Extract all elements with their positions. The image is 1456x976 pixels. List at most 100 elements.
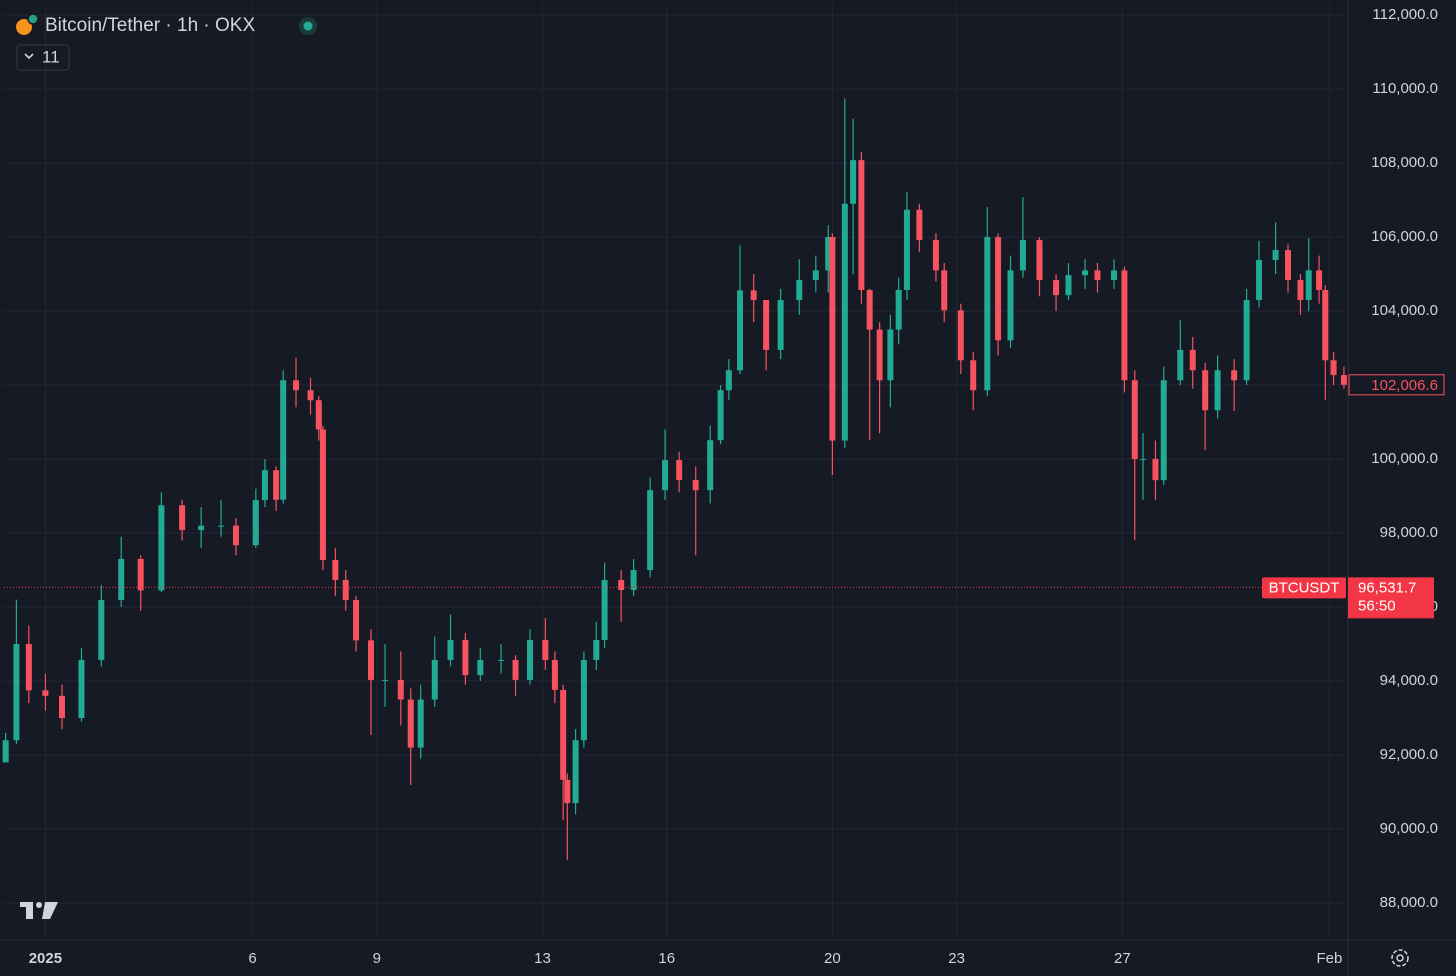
- candle-body: [1202, 370, 1209, 411]
- candle-body: [280, 380, 287, 500]
- x-tick-label: 13: [534, 950, 551, 967]
- candle-body: [725, 370, 732, 391]
- candle-body: [25, 644, 32, 691]
- candle-body: [572, 740, 579, 804]
- candle-body: [1322, 289, 1329, 361]
- x-tick-label: 9: [373, 950, 381, 967]
- chevron-icon: [24, 53, 34, 60]
- candle-body: [564, 779, 571, 804]
- candle-body: [342, 580, 349, 601]
- candle-body: [866, 289, 873, 330]
- candle-body: [1272, 250, 1279, 261]
- candle-body: [1007, 270, 1014, 341]
- candle-body: [750, 290, 757, 300]
- price-marker-box: [1348, 374, 1445, 396]
- candle-body: [777, 299, 784, 350]
- candle-body: [676, 460, 683, 481]
- candle-body: [932, 240, 939, 271]
- symbol-tag: [1262, 577, 1346, 599]
- candle-body: [1019, 240, 1026, 271]
- candle-body: [477, 659, 484, 676]
- candle-body: [618, 580, 625, 591]
- candle-body: [1231, 370, 1238, 381]
- candle-body: [447, 639, 454, 660]
- candle-body: [662, 460, 669, 491]
- settings-button[interactable]: [1391, 949, 1409, 967]
- candle-body: [232, 525, 239, 546]
- candle-body: [601, 580, 608, 640]
- y-tick-label: 88,000.0: [1380, 894, 1438, 911]
- candle-body: [796, 279, 803, 300]
- candle-body: [895, 289, 902, 330]
- candle-body: [916, 209, 923, 241]
- candle-body: [319, 429, 326, 561]
- candle-body: [1082, 270, 1089, 276]
- x-tick-label: 27: [1114, 950, 1131, 967]
- x-tick-label: 6: [248, 950, 256, 967]
- candle-body: [1053, 279, 1060, 296]
- candle-body: [315, 400, 322, 430]
- candle-body: [825, 237, 832, 271]
- candle-body: [1036, 240, 1043, 280]
- candle-body: [957, 310, 964, 361]
- chart-title: Bitcoin/Tether · 1h · OKX: [45, 15, 255, 36]
- candle-body: [1316, 270, 1323, 290]
- candle-body: [995, 237, 1002, 341]
- candle-body: [1152, 459, 1159, 481]
- x-tick-label: 2025: [29, 950, 62, 967]
- y-tick-label: 100,000.0: [1371, 450, 1438, 467]
- candle-body: [42, 690, 49, 696]
- candle-body: [179, 505, 186, 531]
- indicator-count: 11: [42, 47, 60, 66]
- x-tick-label: Feb: [1317, 950, 1343, 967]
- candle-body: [273, 470, 280, 500]
- candle-body: [829, 237, 836, 441]
- candle-body: [707, 440, 714, 491]
- candle-body: [407, 699, 414, 748]
- symbol-label: BTCUSDT: [1269, 579, 1340, 596]
- price-marker-label: 102,006.6: [1371, 377, 1438, 394]
- countdown-label: 56:50: [1358, 597, 1396, 614]
- y-tick-label: 92,000.0: [1380, 746, 1438, 763]
- candle-body: [593, 639, 600, 660]
- candle-body: [887, 329, 894, 381]
- candle-body: [527, 639, 534, 680]
- candle-body: [137, 558, 144, 591]
- candle-body: [1140, 459, 1147, 461]
- x-tick-label: 16: [658, 950, 675, 967]
- candle-body: [1330, 360, 1337, 376]
- candle-body: [737, 290, 744, 371]
- candle-body: [1065, 275, 1072, 296]
- candle-body: [1111, 270, 1118, 280]
- candle-body: [812, 270, 819, 280]
- candle-body: [1340, 375, 1347, 385]
- candle-body: [98, 600, 105, 660]
- candle-body: [692, 480, 699, 491]
- y-tick-label: 104,000.0: [1371, 302, 1438, 319]
- candle-body: [1297, 279, 1304, 300]
- y-tick-label: 98,000.0: [1380, 524, 1438, 541]
- candle-body: [498, 659, 505, 661]
- candle-body: [382, 679, 389, 681]
- candle-body: [630, 570, 637, 591]
- candle-body: [431, 659, 438, 700]
- candle-body: [1131, 380, 1138, 460]
- coin-icon: [16, 19, 32, 35]
- candle-body: [353, 600, 360, 641]
- candle-body: [560, 689, 567, 780]
- current-price-label: 96,531.7: [1358, 579, 1416, 596]
- candle-body: [118, 558, 125, 601]
- indicator-toggle[interactable]: [16, 44, 70, 71]
- candle-body: [367, 640, 374, 680]
- candle-body: [397, 679, 404, 700]
- candle-body: [1177, 349, 1184, 381]
- candle-body: [293, 380, 300, 391]
- candle-body: [1160, 380, 1167, 481]
- candle-body: [13, 644, 20, 741]
- candle-body: [462, 639, 469, 676]
- current-price-box: [1348, 577, 1434, 619]
- x-tick-label: 23: [948, 950, 965, 967]
- candle-body: [841, 203, 848, 441]
- candle-body: [78, 659, 85, 719]
